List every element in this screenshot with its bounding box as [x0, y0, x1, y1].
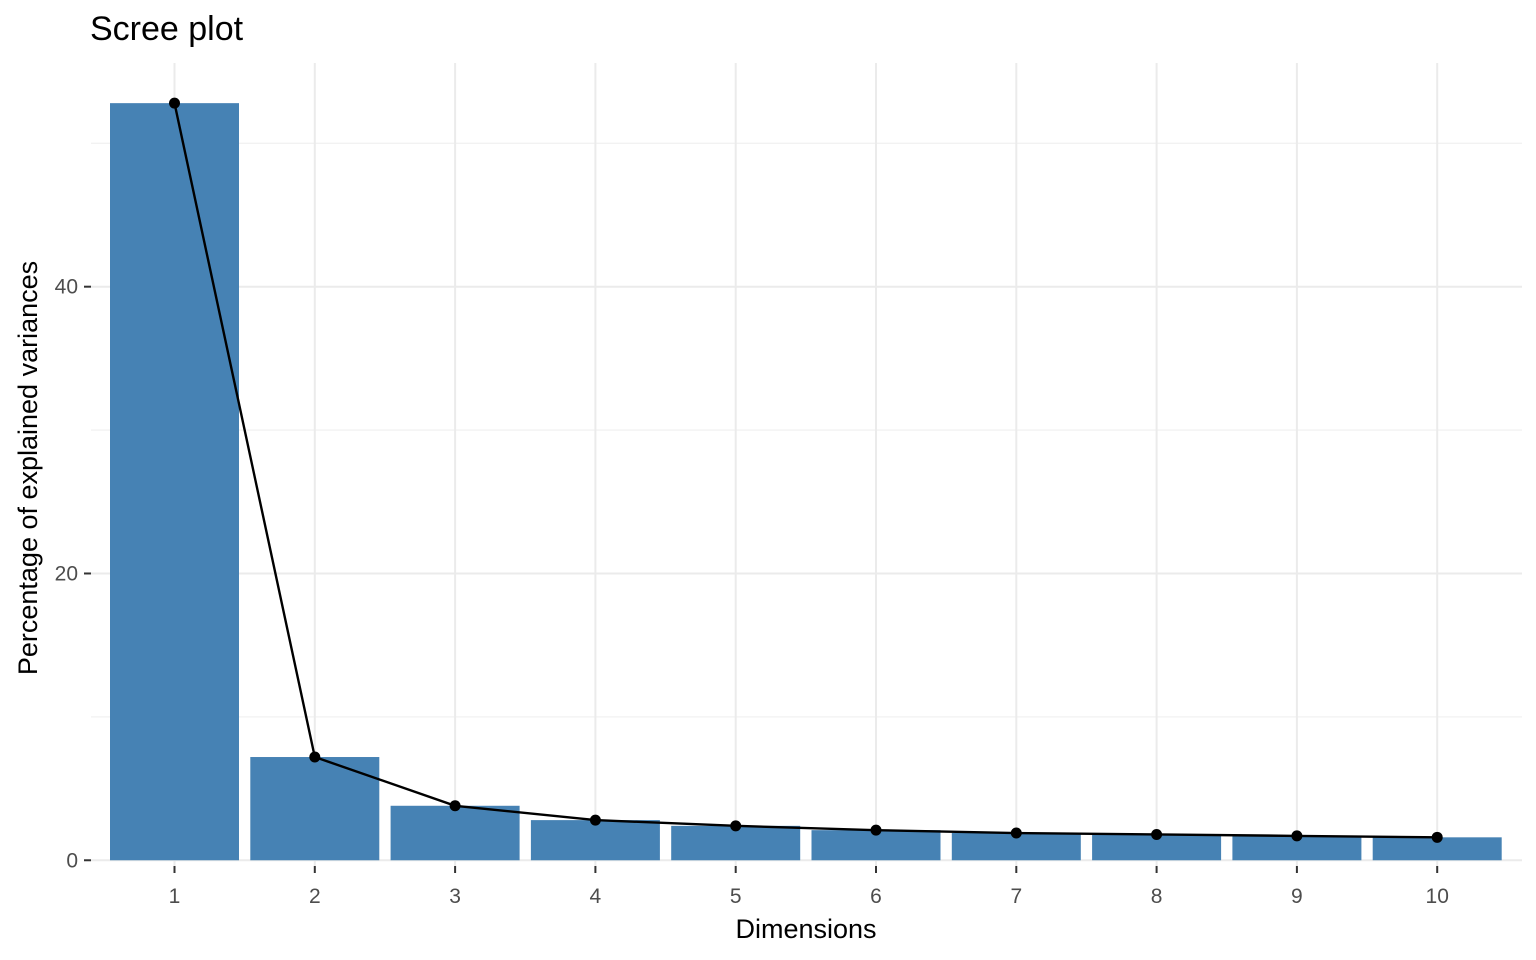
bar-dim-3 [390, 805, 520, 861]
x-tick-label: 1 [169, 885, 181, 908]
point-dim-10 [1431, 831, 1443, 843]
point-dim-2 [309, 751, 321, 763]
y-tick-label: 40 [55, 276, 78, 299]
bar-layer [110, 103, 1502, 861]
x-tick-label: 6 [870, 885, 882, 908]
x-tick-label: 4 [590, 885, 602, 908]
x-tick-label: 7 [1010, 885, 1022, 908]
point-dim-6 [870, 824, 882, 836]
y-tick-label: 20 [55, 562, 78, 585]
x-tick-label: 3 [449, 885, 461, 908]
point-dim-4 [589, 814, 601, 826]
bar-dim-2 [250, 757, 380, 861]
chart-title: Scree plot [90, 10, 244, 48]
point-dim-3 [449, 800, 461, 812]
x-tick-label: 2 [309, 885, 321, 908]
series-line [173, 102, 1438, 839]
bar-dim-5 [671, 825, 801, 861]
x-tick-label: 8 [1151, 885, 1163, 908]
bar-dim-4 [530, 820, 660, 861]
point-dim-1 [169, 97, 180, 109]
point-dim-5 [730, 820, 742, 832]
tick-layer: 0 20 40 1 2 3 4 5 6 7 8 9 10 [55, 276, 1449, 908]
y-axis-title: Percentage of explained variances [13, 261, 43, 675]
point-dim-9 [1291, 830, 1303, 842]
bar-dim-10 [1372, 837, 1502, 861]
line-layer [169, 97, 1443, 843]
grid-layer [91, 63, 1522, 866]
point-dim-8 [1151, 828, 1163, 840]
bar-dim-1 [110, 103, 239, 861]
point-dim-7 [1010, 827, 1022, 839]
x-tick-label: 9 [1291, 885, 1303, 908]
x-tick-label: 10 [1426, 885, 1449, 908]
x-tick-label: 5 [730, 885, 742, 908]
x-axis-title: Dimensions [735, 914, 876, 944]
y-tick-label: 0 [66, 849, 78, 872]
